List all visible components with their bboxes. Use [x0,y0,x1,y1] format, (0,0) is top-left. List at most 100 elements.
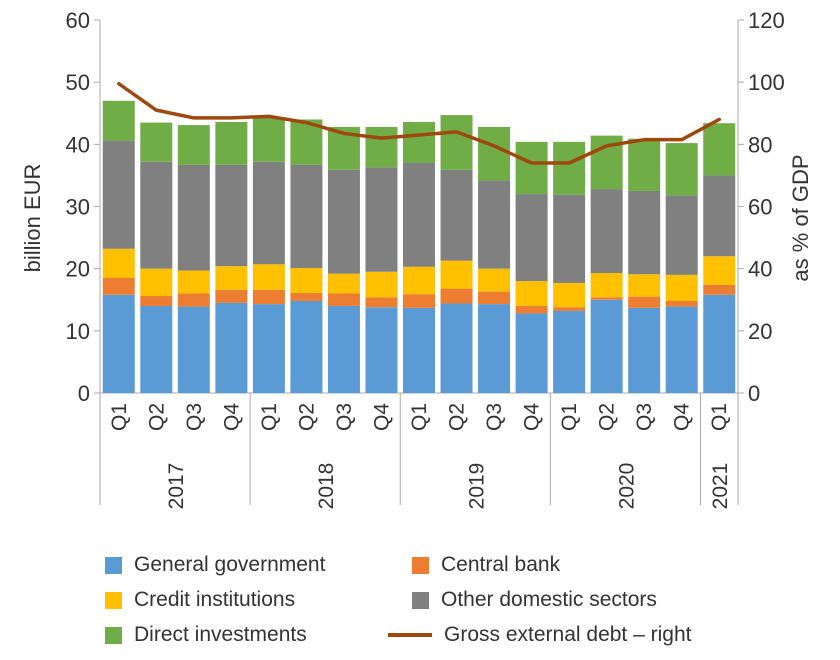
x-tick-label: Q2 [145,403,168,431]
x-year-label: 2020 [615,463,638,510]
bar-segment [628,307,661,393]
x-tick-label: Q4 [370,403,393,431]
bar-segment [215,266,248,290]
bar-segment [478,180,511,269]
bar-segment [665,306,698,393]
legend-item-gross-external-debt: Gross external debt – right [388,623,691,647]
bar-segment [403,121,435,163]
bar-segment [215,164,248,267]
y2-tick-label: 120 [748,8,785,33]
bar-segment [403,294,435,308]
bar-segment [665,195,698,275]
legend-item-credit-institutions: Credit institutions [105,588,295,612]
gross-external-debt-line [117,81,721,165]
bar-segment [590,273,623,298]
x-tick-label: Q2 [446,403,469,431]
y-tick-label: 20 [66,257,90,282]
bar-segment [628,296,661,308]
bar-segment [290,268,323,293]
bar-segment [365,297,398,308]
bar-segment [140,268,173,297]
legend-item-direct-investments: Direct investments [105,623,307,647]
bar-segment [590,299,623,393]
bar-segment [628,274,661,297]
x-year-label: 2017 [165,463,188,510]
bar-segment [252,304,285,393]
legend-swatch [105,556,122,574]
x-tick-label: Q1 [708,403,731,431]
bar-segment [215,302,248,393]
bar-segment [665,300,698,307]
legend-item-general-government: General government [105,553,325,577]
bar-segment [703,256,736,285]
bar-segment [515,141,548,195]
bar-segment [102,248,135,278]
y-tick-label: 50 [66,70,90,95]
bar-segment [252,116,285,162]
bar-segment [403,266,435,295]
y-tick-label: 30 [66,195,90,220]
bar-segment [140,296,173,306]
y2-tick-label: 80 [748,132,772,157]
bar-segment [440,169,473,261]
y-axis-label-right: as % of GDP [788,154,813,281]
bar-segment [403,307,435,393]
legend-line-swatch [388,633,432,637]
bar-segment [553,141,586,195]
y-tick-label: 60 [66,8,90,33]
bar-segment [327,293,360,306]
bar-segment [102,140,135,249]
bar-segment [365,167,398,272]
legend-label: Central bank [441,553,561,576]
legend-swatch [105,591,122,609]
bar-segment [703,123,736,176]
x-tick-label: Q4 [220,403,243,431]
x-year-label: 2021 [709,463,732,510]
bar-segment [102,294,135,393]
legend: General government Central bank Credit i… [100,545,800,655]
x-year-label: 2018 [315,463,338,510]
legend-label: Other domestic sectors [441,588,657,611]
y2-tick-label: 40 [748,257,772,282]
legend-item-central-bank: Central bank [412,553,560,577]
bar-segment [478,304,511,393]
bar-segment [553,307,586,311]
bar-segment [252,289,285,305]
x-year-label: 2019 [465,463,488,510]
bar-segment [665,143,698,196]
bar-segment [553,282,586,308]
bar-segment [703,175,736,257]
bar-segment [215,121,248,165]
bar-segment [177,125,210,165]
x-tick-label: Q1 [408,403,431,431]
bar-segment [628,138,661,191]
y-tick-label: 10 [66,319,90,344]
x-tick-label: Q1 [258,403,281,431]
y-tick-label: 40 [66,132,90,157]
bar-segment [703,294,736,393]
bar-segment [478,126,511,181]
y2-tick-label: 100 [748,70,785,95]
bar-segment [327,273,360,294]
bar-segment [290,300,323,393]
bar-segment [515,305,548,314]
legend-label: Direct investments [134,623,307,646]
legend-label: Gross external debt – right [444,623,692,646]
bar-segment [365,126,398,168]
x-tick-label: Q1 [108,403,131,431]
legend-swatch [412,556,429,574]
bar-segment [252,161,285,265]
bar-segment [365,271,398,298]
bar-segment [177,270,210,294]
y-axis-label-left: billion EUR [20,164,45,273]
legend-label: Credit institutions [134,588,296,611]
legend-swatch [105,626,122,644]
bar-segment [515,313,548,393]
legend-label: General government [134,553,326,576]
bar-segment [440,260,473,289]
bar-segment [290,164,323,269]
legend-swatch [412,591,429,609]
bar-segment [478,268,511,292]
x-tick-label: Q2 [596,403,619,431]
